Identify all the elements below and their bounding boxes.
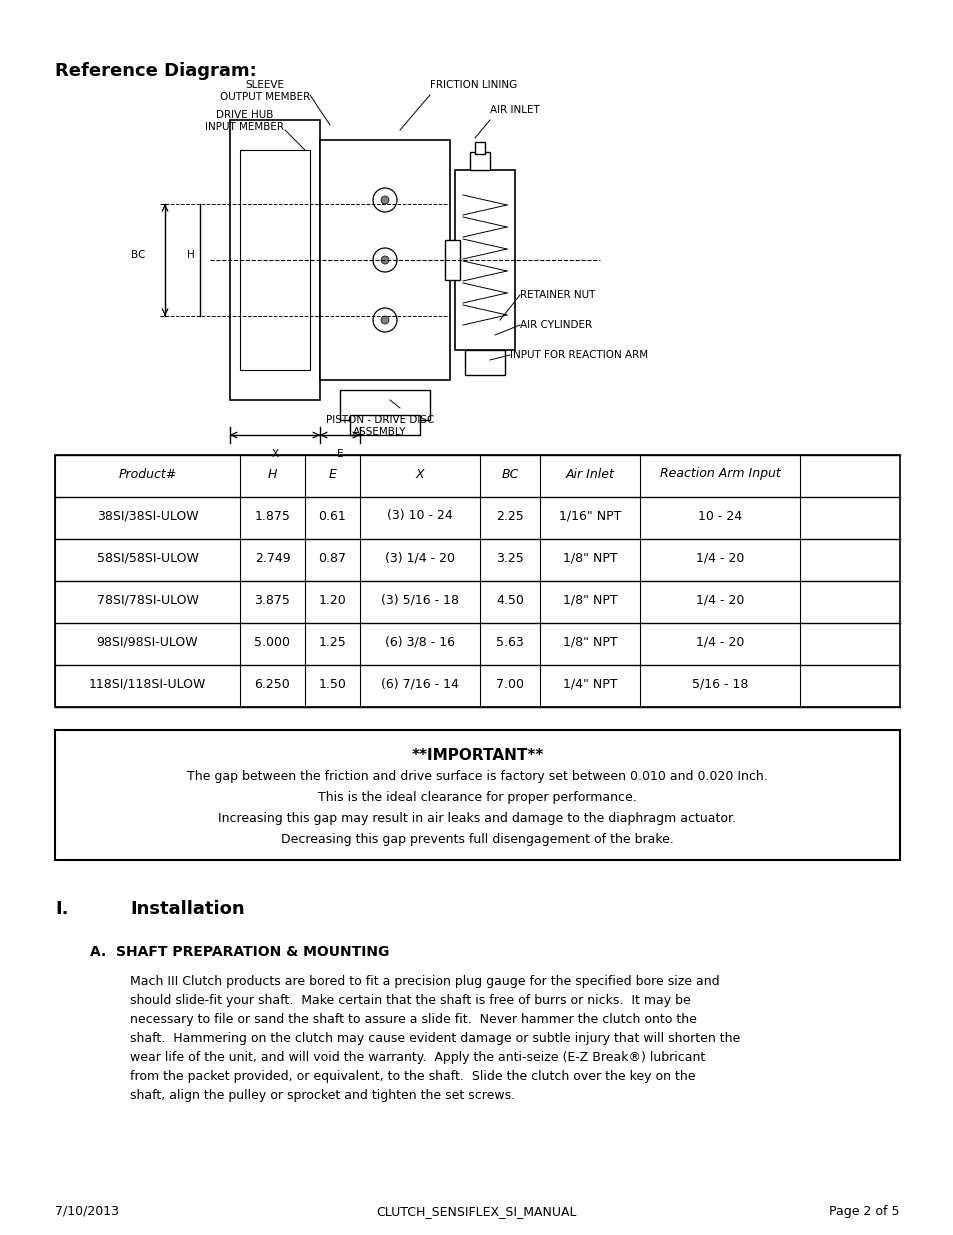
Text: AIR CYLINDER: AIR CYLINDER	[519, 320, 592, 330]
Text: 1.20: 1.20	[318, 594, 346, 606]
Bar	[240, 149, 310, 370]
Text: 2.749: 2.749	[254, 552, 290, 564]
Text: Air Inlet: Air Inlet	[565, 468, 614, 480]
Text: 1/8" NPT: 1/8" NPT	[562, 636, 617, 648]
Bar	[339, 390, 430, 420]
Text: Increasing this gap may result in air leaks and damage to the diaphragm actuator: Increasing this gap may result in air le…	[218, 811, 736, 825]
Text: PISTON - DRIVE DISC
ASSEMBLY: PISTON - DRIVE DISC ASSEMBLY	[326, 415, 434, 437]
Bar	[55, 454, 899, 706]
Text: H: H	[187, 249, 194, 261]
Text: 5/16 - 18: 5/16 - 18	[691, 678, 747, 690]
Text: 1/4 - 20: 1/4 - 20	[695, 594, 743, 606]
Text: 2.25: 2.25	[496, 510, 523, 522]
Text: Installation: Installation	[130, 900, 244, 918]
Text: 58SI/58SI-ULOW: 58SI/58SI-ULOW	[96, 552, 198, 564]
Bar	[444, 240, 459, 280]
Text: 1.50: 1.50	[318, 678, 346, 690]
Text: 4.50: 4.50	[496, 594, 523, 606]
Text: should slide-fit your shaft.  Make certain that the shaft is free of burrs or ni: should slide-fit your shaft. Make certai…	[130, 994, 690, 1007]
Text: (3) 5/16 - 18: (3) 5/16 - 18	[380, 594, 458, 606]
Text: 1.25: 1.25	[318, 636, 346, 648]
Text: (3) 1/4 - 20: (3) 1/4 - 20	[385, 552, 455, 564]
Text: This is the ideal clearance for proper performance.: This is the ideal clearance for proper p…	[317, 790, 637, 804]
Text: AIR INLET: AIR INLET	[490, 105, 539, 115]
Circle shape	[380, 196, 389, 204]
Text: (3) 10 - 24: (3) 10 - 24	[387, 510, 453, 522]
Bar	[464, 350, 504, 375]
Text: (6) 7/16 - 14: (6) 7/16 - 14	[380, 678, 458, 690]
Text: INPUT FOR REACTION ARM: INPUT FOR REACTION ARM	[510, 350, 647, 359]
Text: from the packet provided, or equivalent, to the shaft.  Slide the clutch over th: from the packet provided, or equivalent,…	[130, 1070, 695, 1083]
Text: E: E	[336, 450, 343, 459]
Text: RETAINER NUT: RETAINER NUT	[519, 290, 595, 300]
Text: 1/8" NPT: 1/8" NPT	[562, 594, 617, 606]
Text: 6.250: 6.250	[254, 678, 290, 690]
Bar	[350, 415, 419, 435]
Text: 38SI/38SI-ULOW: 38SI/38SI-ULOW	[96, 510, 198, 522]
Text: 5.63: 5.63	[496, 636, 523, 648]
Text: 1.875: 1.875	[254, 510, 290, 522]
Text: 118SI/118SI-ULOW: 118SI/118SI-ULOW	[89, 678, 206, 690]
Text: Product#: Product#	[118, 468, 176, 480]
Text: FRICTION LINING: FRICTION LINING	[430, 80, 517, 90]
Text: X: X	[416, 468, 424, 480]
Bar	[455, 170, 515, 350]
Text: 78SI/78SI-ULOW: 78SI/78SI-ULOW	[96, 594, 198, 606]
Text: Decreasing this gap prevents full disengagement of the brake.: Decreasing this gap prevents full diseng…	[281, 832, 673, 846]
Text: 7/10/2013: 7/10/2013	[55, 1205, 119, 1218]
Text: H: H	[268, 468, 277, 480]
Text: 10 - 24: 10 - 24	[698, 510, 741, 522]
Text: 0.61: 0.61	[318, 510, 346, 522]
Text: BC: BC	[131, 249, 145, 261]
Text: CLUTCH_SENSIFLEX_SI_MANUAL: CLUTCH_SENSIFLEX_SI_MANUAL	[376, 1205, 577, 1218]
Text: I.: I.	[55, 900, 69, 918]
Text: 1/4" NPT: 1/4" NPT	[562, 678, 617, 690]
Text: A.  SHAFT PREPARATION & MOUNTING: A. SHAFT PREPARATION & MOUNTING	[90, 945, 389, 960]
Text: necessary to file or sand the shaft to assure a slide fit.  Never hammer the clu: necessary to file or sand the shaft to a…	[130, 1013, 696, 1026]
Bar	[475, 142, 484, 154]
Bar	[55, 730, 899, 860]
Text: X: X	[272, 450, 278, 459]
Text: wear life of the unit, and will void the warranty.  Apply the anti-seize (E-Z Br: wear life of the unit, and will void the…	[130, 1051, 704, 1065]
Text: SLEEVE
OUTPUT MEMBER: SLEEVE OUTPUT MEMBER	[219, 80, 310, 101]
Circle shape	[380, 316, 389, 324]
Text: 5.000: 5.000	[254, 636, 291, 648]
Text: 3.25: 3.25	[496, 552, 523, 564]
Text: shaft.  Hammering on the clutch may cause evident damage or subtle injury that w: shaft. Hammering on the clutch may cause…	[130, 1032, 740, 1045]
Text: 1/16" NPT: 1/16" NPT	[558, 510, 620, 522]
Text: 7.00: 7.00	[496, 678, 523, 690]
Text: BC: BC	[500, 468, 518, 480]
Bar	[470, 152, 490, 170]
Bar	[319, 140, 450, 380]
Circle shape	[380, 256, 389, 264]
Text: 1/8" NPT: 1/8" NPT	[562, 552, 617, 564]
Bar	[230, 120, 319, 400]
Text: Page 2 of 5: Page 2 of 5	[828, 1205, 899, 1218]
Text: shaft, align the pulley or sprocket and tighten the set screws.: shaft, align the pulley or sprocket and …	[130, 1089, 515, 1102]
Text: 1/4 - 20: 1/4 - 20	[695, 636, 743, 648]
Text: 3.875: 3.875	[254, 594, 290, 606]
Text: 0.87: 0.87	[318, 552, 346, 564]
Text: 1/4 - 20: 1/4 - 20	[695, 552, 743, 564]
Text: Reference Diagram:: Reference Diagram:	[55, 62, 256, 80]
Text: (6) 3/8 - 16: (6) 3/8 - 16	[385, 636, 455, 648]
Text: 98SI/98SI-ULOW: 98SI/98SI-ULOW	[96, 636, 198, 648]
Text: Mach III Clutch products are bored to fit a precision plug gauge for the specifi: Mach III Clutch products are bored to fi…	[130, 974, 719, 988]
Text: DRIVE HUB
INPUT MEMBER: DRIVE HUB INPUT MEMBER	[205, 110, 284, 132]
Text: E: E	[328, 468, 336, 480]
Text: **IMPORTANT**: **IMPORTANT**	[411, 748, 543, 763]
Text: The gap between the friction and drive surface is factory set between 0.010 and : The gap between the friction and drive s…	[187, 769, 767, 783]
Text: Reaction Arm Input: Reaction Arm Input	[659, 468, 780, 480]
